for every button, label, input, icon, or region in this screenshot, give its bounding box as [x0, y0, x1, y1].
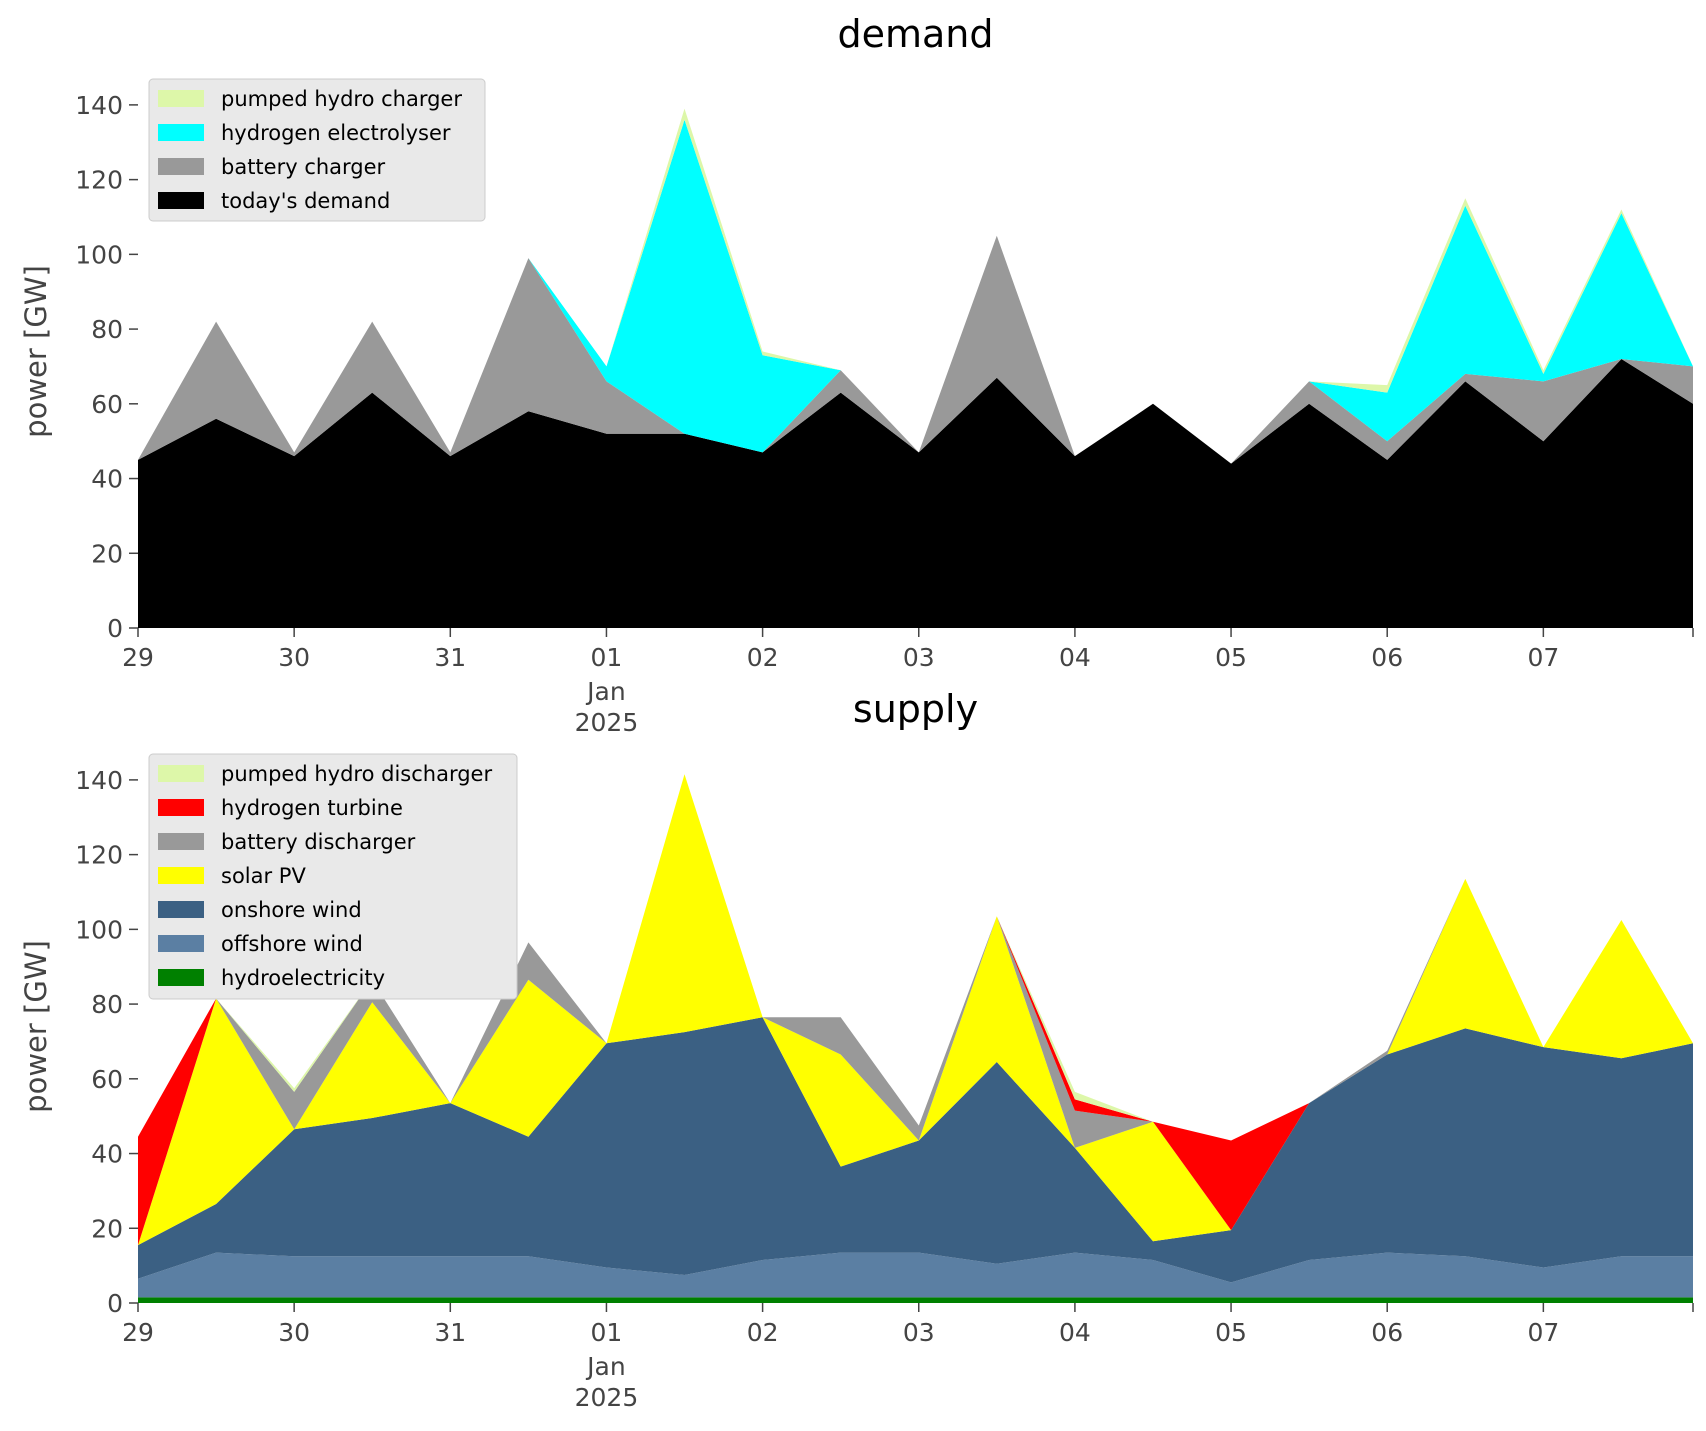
area-offshore-wind [138, 1252, 1693, 1298]
y-tick-label: 80 [91, 990, 123, 1019]
legend-swatch [158, 90, 204, 107]
x-tick-label: 06 [1371, 1318, 1403, 1347]
x-tick-sublabel: 2025 [575, 708, 639, 737]
x-tick-label: 05 [1215, 643, 1247, 672]
legend-label: today's demand [221, 189, 390, 213]
area-onshore-wind [138, 1017, 1693, 1283]
y-tick-label: 60 [91, 1065, 123, 1094]
legend-swatch [158, 935, 204, 952]
y-axis-label: power [GW] [19, 265, 53, 438]
x-tick-label: 02 [747, 1318, 779, 1347]
x-tick-label: 29 [122, 643, 154, 672]
legend-label: hydrogen electrolyser [221, 121, 451, 145]
legend-box [148, 78, 486, 222]
legend-swatch [158, 901, 204, 918]
y-tick-label: 40 [91, 465, 123, 494]
chart-title: supply [853, 687, 978, 731]
y-tick-label: 100 [75, 240, 123, 269]
chart-title: demand [837, 12, 993, 56]
x-tick-label: 06 [1371, 643, 1403, 672]
area-hydroelectricity [138, 1297, 1693, 1303]
x-tick-label: 05 [1215, 1318, 1247, 1347]
legend-label: solar PV [221, 864, 306, 888]
legend-swatch [158, 969, 204, 986]
legend-label: onshore wind [221, 898, 362, 922]
x-tick-sublabel: Jan [585, 1352, 626, 1381]
x-tick-label: 31 [434, 643, 466, 672]
y-tick-label: 120 [75, 841, 123, 870]
x-tick-label: 03 [903, 1318, 935, 1347]
x-tick-label: 07 [1527, 1318, 1559, 1347]
legend-swatch [158, 158, 204, 175]
area-today-s-demand [138, 359, 1693, 628]
y-tick-label: 120 [75, 166, 123, 195]
x-tick-label: 31 [434, 1318, 466, 1347]
y-tick-label: 0 [107, 614, 123, 643]
area-battery-charger [138, 235, 1693, 464]
legend-label: pumped hydro discharger [221, 762, 492, 786]
x-tick-label: 03 [903, 643, 935, 672]
legend: pumped hydro discharger hydrogen turbine b… [148, 753, 518, 1000]
x-tick-label: 04 [1059, 643, 1091, 672]
x-tick-label: 30 [278, 643, 310, 672]
x-tick-label: 07 [1527, 643, 1559, 672]
x-tick-sublabel: 2025 [575, 1383, 639, 1412]
y-tick-label: 100 [75, 915, 123, 944]
x-tick-label: 01 [591, 643, 623, 672]
x-tick-sublabel: Jan [585, 677, 626, 706]
y-tick-label: 40 [91, 1140, 123, 1169]
y-tick-label: 80 [91, 315, 123, 344]
x-tick-label: 04 [1059, 1318, 1091, 1347]
legend-label: hydroelectricity [221, 966, 385, 990]
area-solar-pv [138, 774, 1693, 1246]
x-tick-label: 02 [747, 643, 779, 672]
y-tick-label: 20 [91, 1214, 123, 1243]
x-tick-label: 01 [591, 1318, 623, 1347]
legend-box [148, 753, 518, 1000]
legend-label: battery charger [221, 155, 386, 179]
y-tick-label: 0 [107, 1289, 123, 1318]
legend-label: offshore wind [221, 932, 363, 956]
x-tick-label: 29 [122, 1318, 154, 1347]
y-tick-label: 140 [75, 91, 123, 120]
y-tick-label: 60 [91, 390, 123, 419]
y-tick-label: 140 [75, 766, 123, 795]
legend-label: hydrogen turbine [221, 796, 403, 820]
y-tick-label: 20 [91, 539, 123, 568]
legend-label: battery discharger [221, 830, 416, 854]
x-tick-label: 30 [278, 1318, 310, 1347]
legend-swatch [158, 867, 204, 884]
legend-swatch [158, 799, 204, 816]
legend-label: pumped hydro charger [221, 87, 462, 111]
legend-swatch [158, 124, 204, 141]
legend: pumped hydro charger hydrogen electrolyse… [148, 78, 486, 222]
legend-swatch [158, 765, 204, 782]
legend-swatch [158, 192, 204, 209]
y-axis-label: power [GW] [19, 940, 53, 1113]
legend-swatch [158, 833, 204, 850]
